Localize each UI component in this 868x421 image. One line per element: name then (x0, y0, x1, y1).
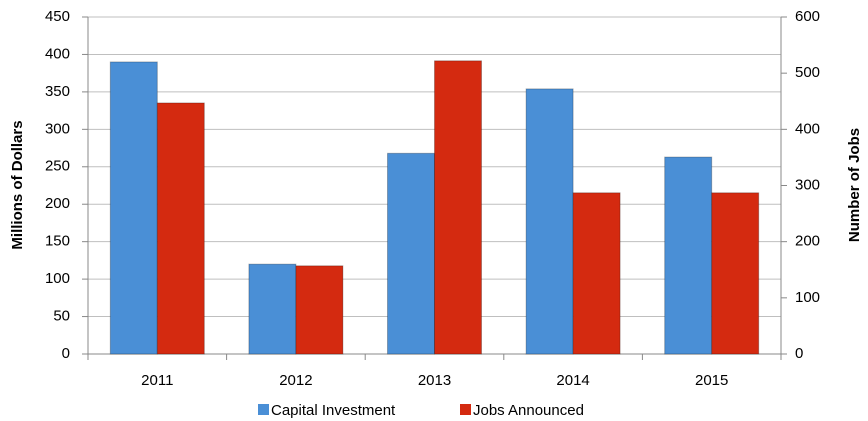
bar (109, 61, 158, 355)
y-tick-label: 150 (45, 233, 70, 250)
legend-swatch (460, 404, 471, 415)
y2-tick-label: 300 (795, 176, 820, 193)
bar (156, 102, 205, 355)
y2-tick-label: 0 (795, 345, 803, 362)
bar (711, 192, 760, 355)
bar (434, 60, 482, 355)
bar (525, 88, 574, 355)
y-axis-title: Millions of Dollars (9, 120, 26, 249)
y-tick-label: 50 (53, 308, 70, 325)
y2-tick-label: 600 (795, 8, 820, 25)
y2-tick-label: 200 (795, 233, 820, 250)
bar (572, 192, 621, 355)
y-tick-label: 250 (45, 158, 70, 175)
bar (295, 265, 344, 355)
legend-swatch (258, 404, 269, 415)
bar (664, 156, 713, 355)
x-tick-label: 2012 (279, 372, 312, 389)
y2-tick-label: 400 (795, 120, 820, 137)
x-tick-label: 2013 (418, 372, 451, 389)
y-tick-label: 100 (45, 270, 70, 287)
y-tick-label: 400 (45, 45, 70, 62)
y-tick-label: 450 (45, 8, 70, 25)
x-tick-label: 2014 (556, 372, 589, 389)
x-tick-label: 2011 (141, 372, 173, 389)
y2-tick-label: 100 (795, 289, 820, 306)
legend-label: Capital Investment (271, 402, 396, 419)
x-tick-label: 2015 (695, 372, 728, 389)
y2-axis-title: Number of Jobs (846, 128, 863, 242)
y-tick-label: 0 (62, 345, 70, 362)
legend-label: Jobs Announced (473, 402, 584, 419)
y2-tick-label: 500 (795, 64, 820, 81)
bar (248, 263, 297, 355)
y-tick-label: 350 (45, 83, 70, 100)
bar (387, 152, 435, 355)
y-tick-label: 200 (45, 195, 70, 212)
y-tick-label: 300 (45, 120, 70, 137)
